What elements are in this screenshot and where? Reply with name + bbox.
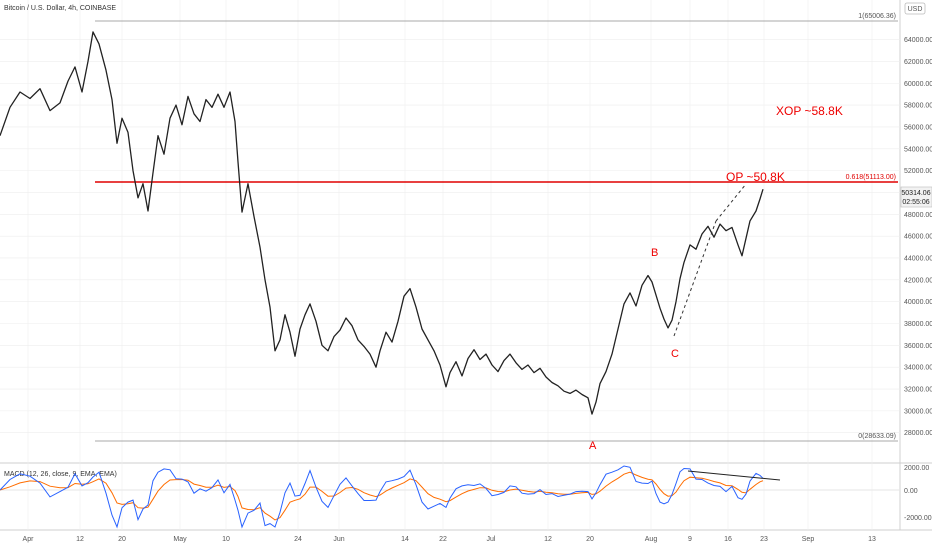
annotation-wave-c: C xyxy=(671,348,679,360)
x-tick-label: 9 xyxy=(688,536,692,543)
current-price-tag xyxy=(900,186,932,208)
price-axis[interactable] xyxy=(900,0,932,550)
x-tick-label: 12 xyxy=(544,536,552,543)
y-tick-label: 42000.00 xyxy=(904,277,932,284)
y-tick-label: 30000.00 xyxy=(904,408,932,415)
macd-trendline xyxy=(687,470,781,481)
annotation-op: OP ~50.8K xyxy=(726,170,785,184)
price-series-line xyxy=(0,31,764,415)
time-axis-ticks: Apr 12 20 May 10 24 Jun 14 22 Jul 12 20 Aug 9 16 23 Sep 1… xyxy=(23,536,876,543)
fib-label-0618: 0.618(51113.00) xyxy=(846,174,896,181)
y-tick-label: 36000.00 xyxy=(904,343,932,350)
price-pane[interactable] xyxy=(0,0,900,463)
x-tick-label: Jul xyxy=(487,536,496,543)
x-tick-label: 13 xyxy=(868,536,876,543)
wave-trendline-lower xyxy=(673,220,717,337)
x-tick-label: Jun xyxy=(333,536,344,543)
grid xyxy=(0,0,900,530)
y-tick-label: 58000.00 xyxy=(904,103,932,110)
annotation-xop: XOP ~58.8K xyxy=(776,104,843,118)
x-tick-label: 23 xyxy=(760,536,768,543)
x-tick-label: 16 xyxy=(724,536,732,543)
countdown-value: 02:55:06 xyxy=(902,199,929,206)
y-tick-label: 62000.00 xyxy=(904,59,932,66)
fib-label-1: 1(65006.36) xyxy=(858,13,896,20)
x-tick-label: May xyxy=(173,536,187,543)
macd-tick-zero: 0.00 xyxy=(904,488,918,495)
y-tick-label: 44000.00 xyxy=(904,255,932,262)
x-tick-label: 14 xyxy=(401,536,409,543)
y-tick-label: 60000.00 xyxy=(904,81,932,88)
y-tick-label: 56000.00 xyxy=(904,124,932,131)
macd-tick-bottom: -2000.00 xyxy=(904,515,932,522)
fib-label-0: 0(28633.09) xyxy=(858,433,896,440)
y-tick-label: 34000.00 xyxy=(904,365,932,372)
macd-line xyxy=(0,465,764,529)
x-tick-label: 22 xyxy=(439,536,447,543)
macd-label: MACD (12, 26, close, 9, EMA, EMA) xyxy=(4,471,117,478)
annotation-wave-b: B xyxy=(651,247,658,259)
x-tick-label: 24 xyxy=(294,536,302,543)
y-tick-label: 46000.00 xyxy=(904,234,932,241)
y-tick-label: 64000.00 xyxy=(904,37,932,44)
chart-title: Bitcoin / U.S. Dollar, 4h, COINBASE xyxy=(4,5,116,12)
y-tick-label: 28000.00 xyxy=(904,430,932,437)
wave-trendline-upper xyxy=(715,183,747,222)
y-tick-label: 38000.00 xyxy=(904,321,932,328)
x-tick-label: Aug xyxy=(645,536,658,543)
y-tick-label: 54000.00 xyxy=(904,146,932,153)
y-tick-label: 52000.00 xyxy=(904,168,932,175)
currency-label: USD xyxy=(908,6,923,13)
macd-signal-line xyxy=(0,471,764,521)
currency-badge[interactable] xyxy=(904,2,926,15)
x-tick-label: 12 xyxy=(76,536,84,543)
y-tick-label: 48000.00 xyxy=(904,212,932,219)
macd-tick-top: 2000.00 xyxy=(904,465,929,472)
x-tick-label: Sep xyxy=(802,536,815,543)
x-tick-label: 10 xyxy=(222,536,230,543)
x-tick-label: 20 xyxy=(118,536,126,543)
x-tick-label: Apr xyxy=(23,536,35,543)
x-tick-label: 20 xyxy=(586,536,594,543)
annotation-wave-a: A xyxy=(589,440,597,452)
y-tick-label: 40000.00 xyxy=(904,299,932,306)
y-tick-label: 32000.00 xyxy=(904,387,932,394)
price-axis-ticks: 28000.00 30000.00 32000.00 34000.00 36000.00… xyxy=(904,37,932,437)
current-price-value: 50314.06 xyxy=(901,190,930,197)
